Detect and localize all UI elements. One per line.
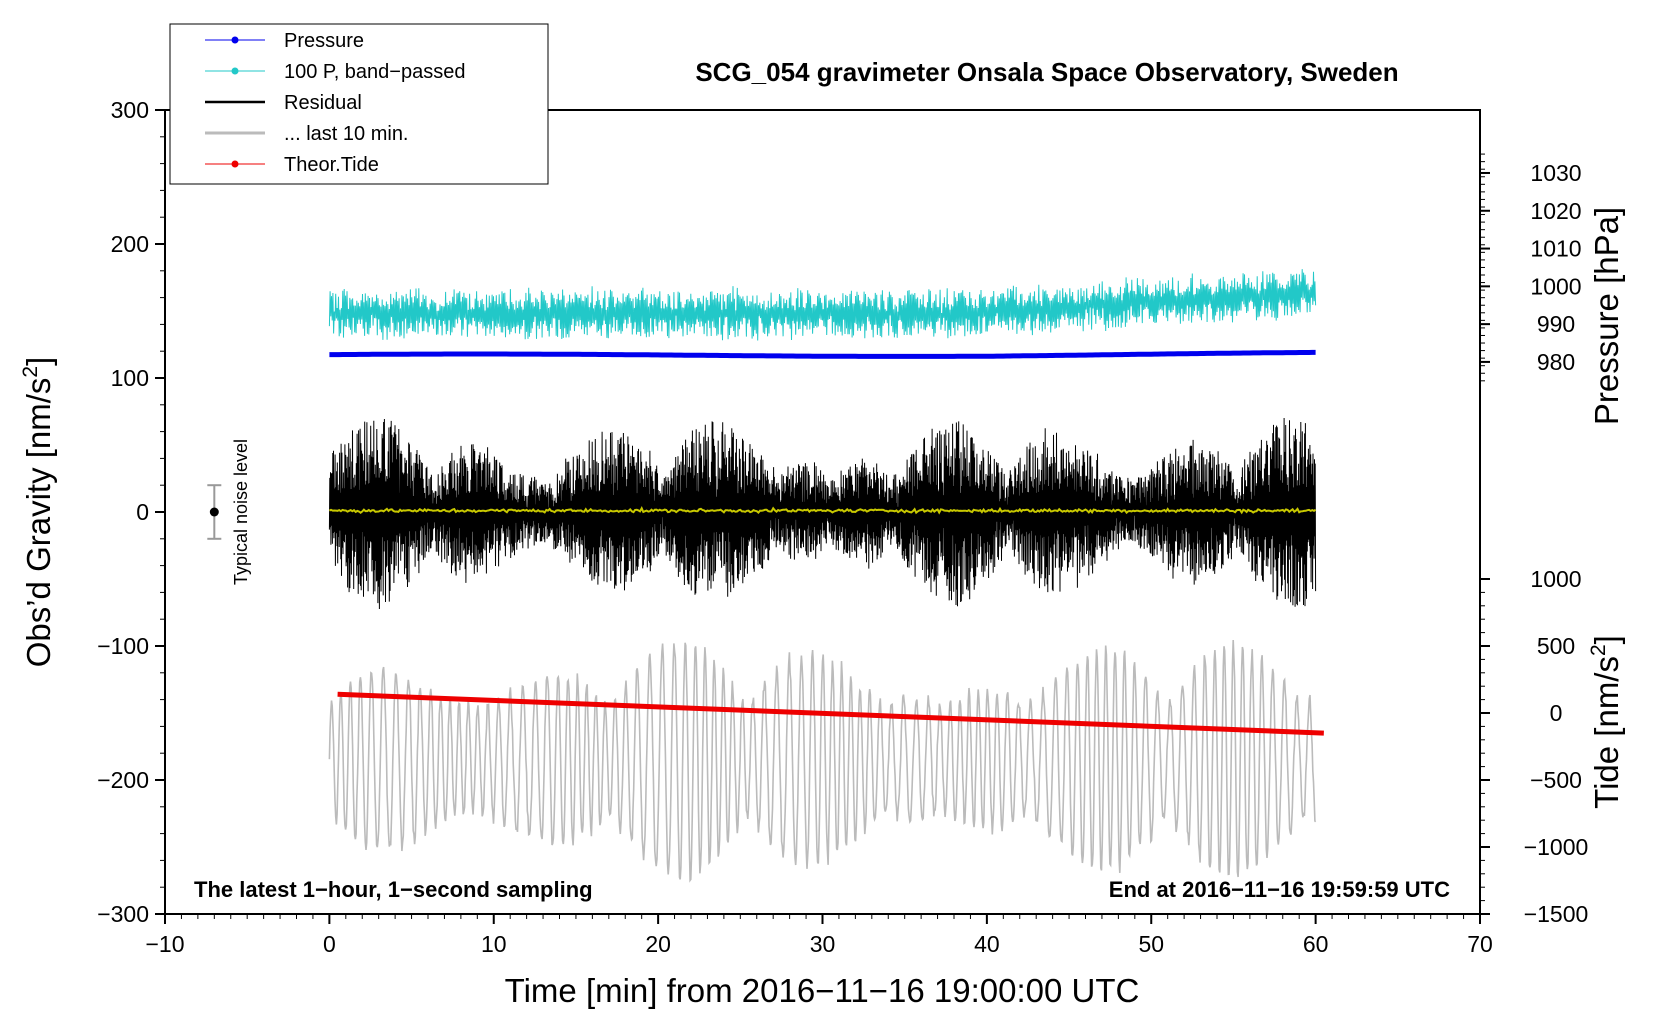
x-tick-label: 40 [974, 931, 1000, 957]
series-theoretical-tide-line [337, 691, 1324, 736]
series-last-10-min-line [328, 639, 1317, 883]
y-tick-label: 200 [111, 231, 149, 257]
legend-box [169, 23, 549, 185]
legend-label-0: Pressure [284, 30, 364, 52]
legend-label-2: Residual [284, 92, 362, 114]
legend-label-3: ... last 10 min. [284, 123, 409, 145]
tide-tick-label: 1000 [1530, 566, 1581, 592]
y-axis-title-tide: Tide [nm/s2] [1587, 635, 1625, 809]
x-tick-label: 0 [323, 931, 336, 957]
series-residual-line [328, 417, 1317, 610]
y-tick-label: 300 [111, 97, 149, 123]
legend-marker-4 [231, 160, 239, 168]
series-smoothed-residual-line [328, 506, 1317, 515]
pressure-tick-label: 990 [1537, 311, 1575, 337]
y-tick-label: −200 [97, 767, 149, 793]
ticks-layer: −10 0 10 20 30 40 50 60 703002001000−100−200−300… [97, 97, 1588, 957]
y-tick-label: −100 [97, 633, 149, 659]
pressure-tick-label: 1010 [1530, 236, 1581, 262]
annotation-sampling: The latest 1−hour, 1−second sampling [194, 877, 593, 902]
noise-indicator [207, 484, 222, 540]
pressure-tick-label: 980 [1537, 349, 1575, 375]
y-axis-title-tide-sup: 2 [1587, 644, 1610, 656]
tide-tick-label: −500 [1530, 767, 1582, 793]
y-tick-label: 100 [111, 365, 149, 391]
series-layer [328, 269, 1324, 883]
noise-label: Typical noise level [231, 439, 251, 585]
x-tick-label: 70 [1467, 931, 1493, 957]
x-tick-label: 10 [481, 931, 507, 957]
pressure-tick-label: 1030 [1530, 160, 1581, 186]
x-tick-label: 50 [1138, 931, 1164, 957]
tide-tick-label: −1500 [1524, 901, 1589, 927]
x-tick-label: −10 [145, 931, 184, 957]
y-axis-title-pressure: Pressure [hPa] [1588, 207, 1625, 425]
y-axis-title-left-main: Obs’d Gravity [nm/s [20, 378, 57, 668]
chart-title: SCG_054 gravimeter Onsala Space Observat… [695, 57, 1398, 87]
tide-tick-label: 500 [1537, 633, 1575, 659]
series-pressure-line [329, 349, 1316, 359]
y-axis-title-left-sup: 2 [19, 366, 42, 378]
y-tick-label: −300 [97, 901, 149, 927]
x-tick-label: 30 [810, 931, 836, 957]
pressure-tick-label: 1000 [1530, 273, 1581, 299]
y-tick-label: 0 [136, 499, 149, 525]
legend-entries: Pressure 100 P, band−passed Residual ... la… [205, 30, 465, 176]
x-tick-label: 20 [645, 931, 671, 957]
y-axis-title-left: Obs’d Gravity [nm/s2] [19, 357, 57, 668]
pressure-tick-label: 1020 [1530, 198, 1581, 224]
legend-label-1: 100 P, band−passed [284, 61, 465, 83]
legend-marker-1 [231, 67, 239, 75]
x-axis-title: Time [min] from 2016−11−16 19:00:00 UTC [505, 972, 1140, 1009]
y-axis-title-left-tail: ] [20, 357, 57, 366]
tide-tick-label: −1000 [1524, 834, 1589, 860]
tide-tick-label: 0 [1550, 700, 1563, 726]
annotation-end-time: End at 2016−11−16 19:59:59 UTC [1109, 877, 1450, 902]
y-axis-title-tide-tail: ] [1588, 635, 1625, 644]
x-tick-label: 60 [1303, 931, 1329, 957]
legend: Pressure 100 P, band−passed Residual ... la… [169, 23, 549, 185]
noise-bar-dot [209, 507, 219, 517]
series-bandpassed-pressure-line [328, 269, 1317, 341]
legend-label-4: Theor.Tide [284, 154, 379, 176]
legend-marker-0 [231, 36, 239, 44]
y-axis-title-tide-main: Tide [nm/s [1588, 656, 1625, 809]
